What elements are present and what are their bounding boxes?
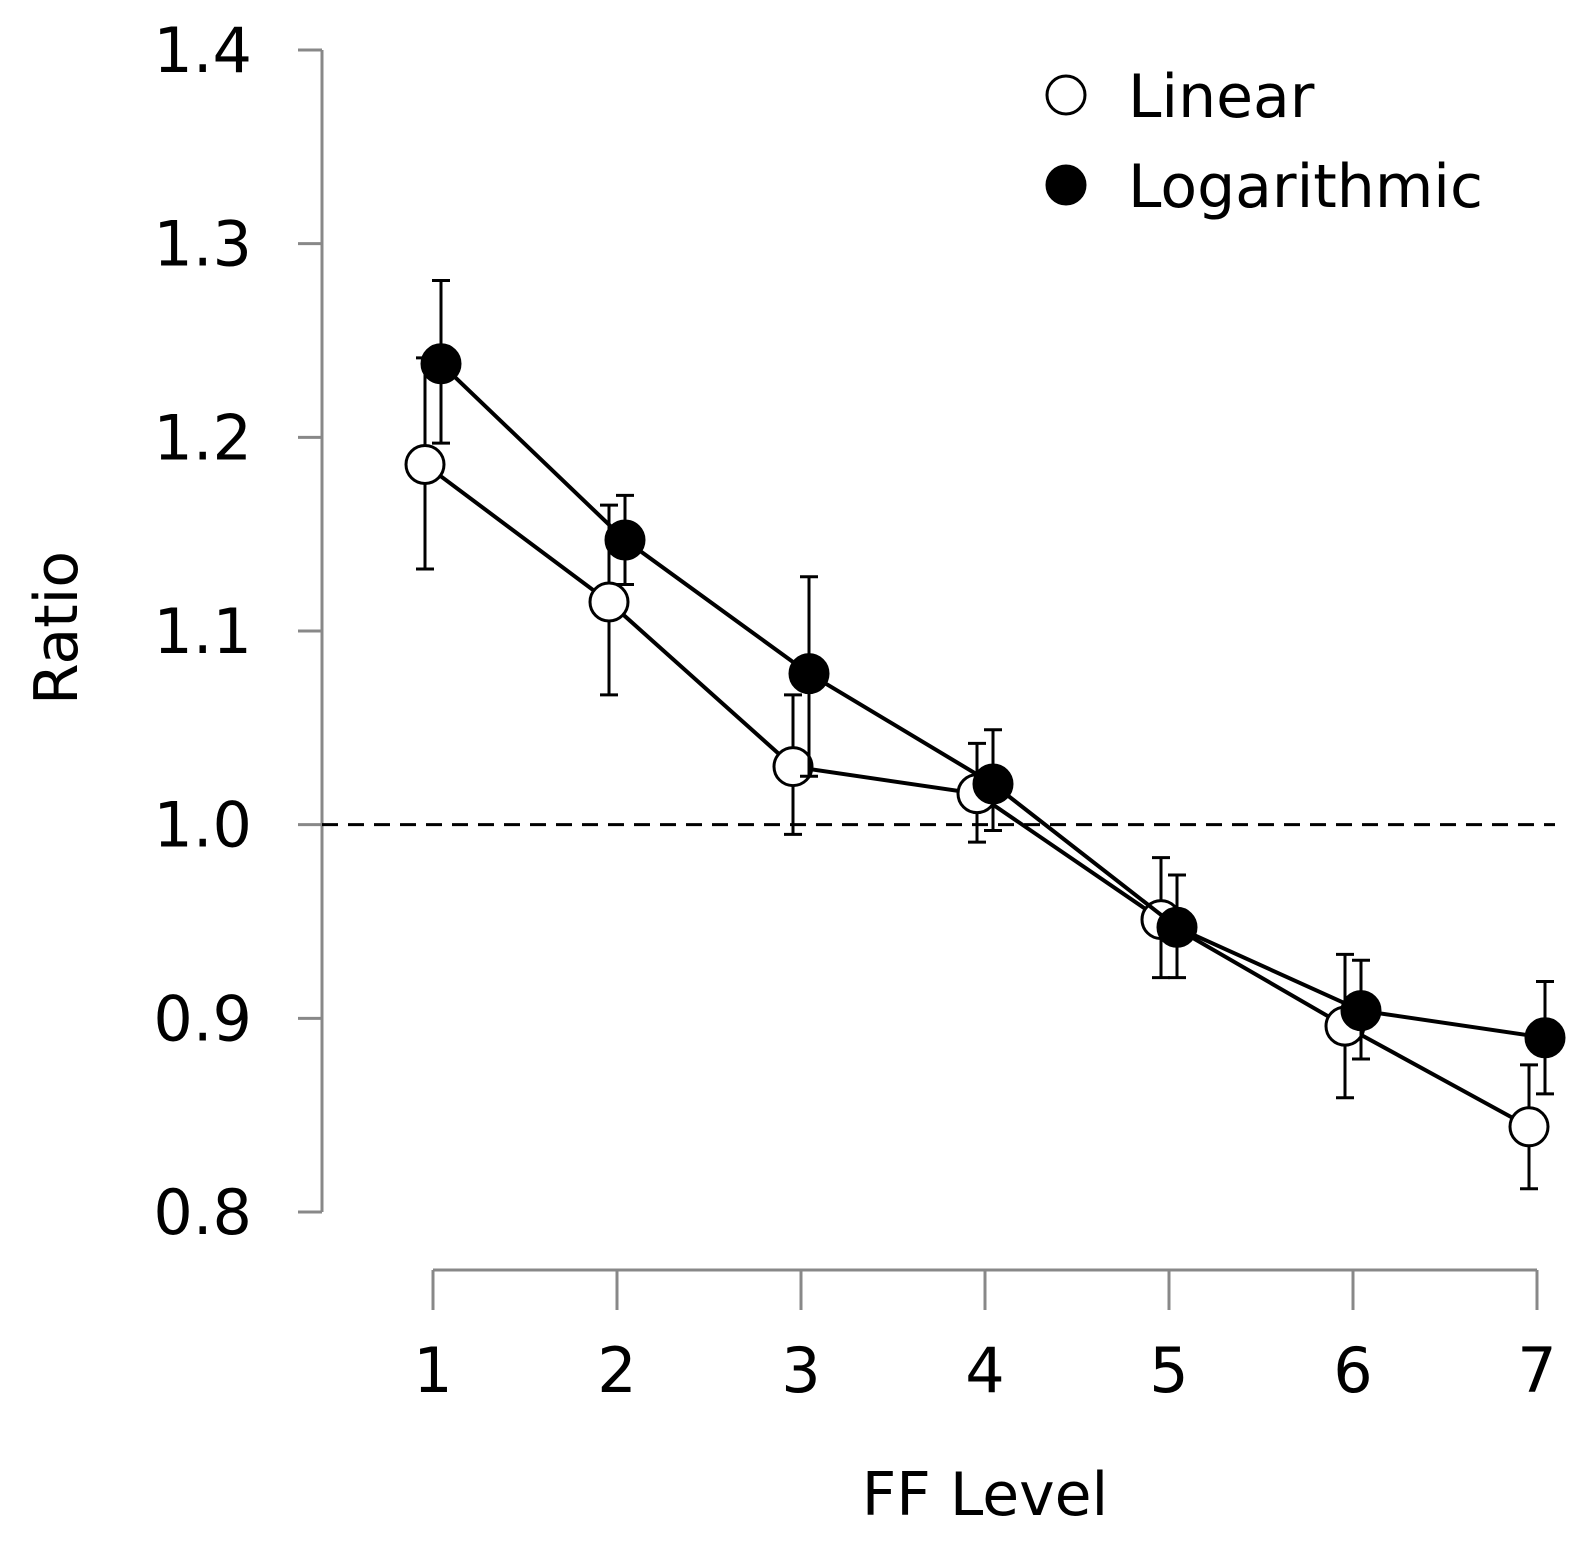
- y-axis: 0.8 0.9 1.0 1.1 1.2 1.3 1.4: [153, 14, 324, 1249]
- series-layer: [404, 278, 1566, 1191]
- x-tick-label: 1: [413, 1334, 452, 1407]
- data-point: [1156, 906, 1198, 948]
- x-tick-label: 3: [781, 1334, 820, 1407]
- legend-label-logarithmic: Logarithmic: [1128, 152, 1483, 222]
- series-line: [439, 362, 1546, 1040]
- data-point: [1340, 990, 1382, 1032]
- y-tick-label: 1.0: [153, 789, 252, 862]
- series-logarithmic: [420, 278, 1566, 1096]
- data-point: [772, 746, 814, 788]
- legend-marker-linear: [1045, 74, 1087, 116]
- y-tick-label: 1.1: [153, 595, 252, 668]
- legend-marker-logarithmic: [1045, 164, 1087, 206]
- y-axis-title: Ratio: [22, 551, 92, 705]
- y-tick-label: 1.2: [153, 401, 252, 474]
- data-point: [420, 343, 462, 385]
- x-tick-label: 5: [1149, 1334, 1188, 1407]
- x-tick-label: 6: [1333, 1334, 1372, 1407]
- data-point: [788, 653, 830, 695]
- data-point: [588, 581, 630, 623]
- x-tick-label: 2: [597, 1334, 636, 1407]
- data-point: [604, 519, 646, 561]
- y-tick-label: 1.3: [153, 208, 252, 281]
- x-axis: 1 2 3 4 5 6 7: [413, 1268, 1557, 1407]
- y-tick-label: 0.8: [153, 1176, 252, 1249]
- legend-label-linear: Linear: [1128, 62, 1315, 132]
- x-tick-label: 4: [965, 1334, 1004, 1407]
- data-point: [972, 763, 1014, 805]
- x-tick-label: 7: [1517, 1334, 1556, 1407]
- x-axis-title: FF Level: [862, 1460, 1108, 1530]
- y-tick-label: 0.9: [153, 982, 252, 1055]
- data-point: [404, 443, 446, 485]
- data-point: [1524, 1017, 1566, 1059]
- legend: Linear Logarithmic: [1045, 62, 1483, 222]
- y-tick-label: 1.4: [153, 14, 252, 87]
- data-point: [1508, 1106, 1550, 1148]
